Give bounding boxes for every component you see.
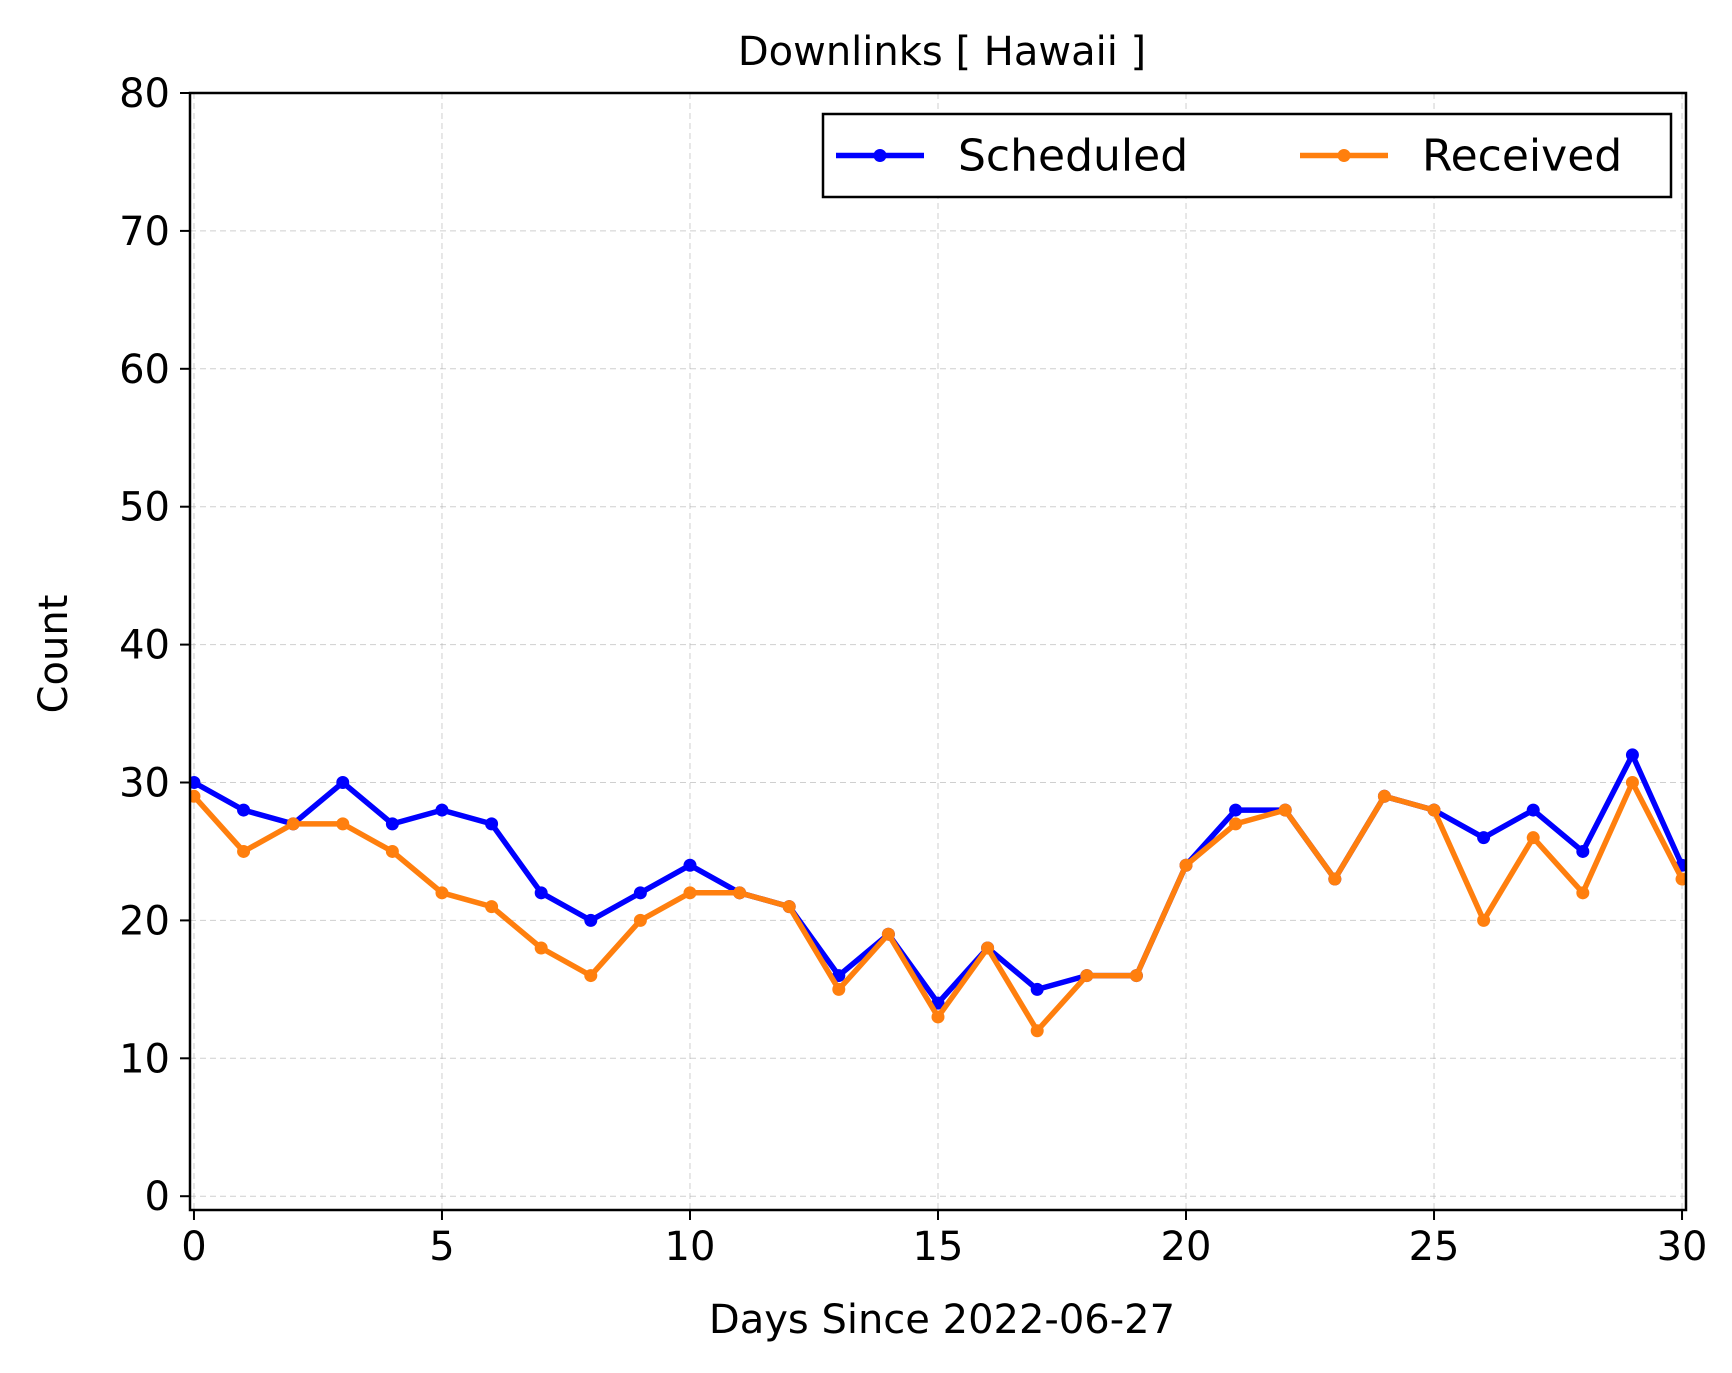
x-tick-label: 5 xyxy=(429,1224,454,1270)
received-point xyxy=(1278,803,1292,817)
grid xyxy=(190,92,1686,1210)
legend-scheduled-marker xyxy=(873,149,887,162)
received-point xyxy=(1080,969,1094,983)
received-point xyxy=(190,789,201,803)
y-tick-label: 10 xyxy=(119,1036,170,1082)
legend-received-label: Received xyxy=(1422,131,1622,182)
axis-ticks: 0 5 10 15 20 25 30 0 10 20 30 40 50 60 70 80 xyxy=(119,71,1707,1270)
received-point xyxy=(534,941,548,955)
series-clip-group xyxy=(190,748,1686,1038)
y-tick-label: 30 xyxy=(119,761,170,807)
scheduled-point xyxy=(633,886,647,900)
y-tick-label: 60 xyxy=(119,347,170,393)
received-point xyxy=(1179,858,1193,872)
received-point xyxy=(237,844,251,858)
received-point xyxy=(1030,1024,1044,1038)
x-tick-label: 15 xyxy=(913,1224,964,1270)
scheduled-point xyxy=(237,803,251,817)
received-point xyxy=(1477,913,1491,927)
y-tick-label: 80 xyxy=(119,71,170,117)
received-point xyxy=(782,900,796,914)
legend-scheduled-label: Scheduled xyxy=(958,131,1188,182)
x-tick-label: 0 xyxy=(181,1224,206,1270)
scheduled-point xyxy=(683,858,697,872)
received-point xyxy=(931,1010,945,1024)
received-point xyxy=(683,886,697,900)
y-axis-label: Count xyxy=(31,595,77,714)
received-point xyxy=(1328,872,1342,886)
y-tick-label: 50 xyxy=(119,485,170,531)
y-tick-label: 70 xyxy=(119,209,170,255)
received-point xyxy=(435,886,449,900)
received-point xyxy=(981,941,995,955)
received-point xyxy=(336,817,350,831)
scheduled-point xyxy=(1477,831,1491,845)
scheduled-point xyxy=(385,817,399,831)
legend-received-marker xyxy=(1337,149,1351,162)
x-tick-label: 20 xyxy=(1161,1224,1212,1270)
scheduled-point xyxy=(534,886,548,900)
y-tick-label: 20 xyxy=(119,898,170,944)
scheduled-point xyxy=(435,803,449,817)
scheduled-point xyxy=(336,776,350,790)
scheduled-point xyxy=(1030,982,1044,996)
received-point xyxy=(485,900,499,914)
scheduled-point xyxy=(1576,844,1590,858)
received-point xyxy=(1625,776,1639,790)
scheduled-point xyxy=(1229,803,1243,817)
received-point xyxy=(633,913,647,927)
received-point xyxy=(286,817,300,831)
scheduled-point xyxy=(485,817,499,831)
received-point xyxy=(385,844,399,858)
received-point xyxy=(1427,803,1441,817)
received-point xyxy=(1229,817,1243,831)
x-tick-label: 10 xyxy=(665,1224,716,1270)
x-tick-label: 30 xyxy=(1657,1224,1708,1270)
received-point xyxy=(1675,872,1686,886)
received-point xyxy=(1129,969,1143,983)
scheduled-point xyxy=(1625,748,1639,762)
x-axis-label: Days Since 2022-06-27 xyxy=(709,1297,1175,1343)
received-point xyxy=(733,886,747,900)
y-tick-label: 0 xyxy=(145,1174,170,1220)
scheduled-point xyxy=(190,776,201,790)
received-point xyxy=(832,982,846,996)
received-point xyxy=(1576,886,1590,900)
received-point xyxy=(1526,831,1540,845)
x-tick-label: 25 xyxy=(1409,1224,1460,1270)
scheduled-point xyxy=(1526,803,1540,817)
legend-box xyxy=(821,112,1673,199)
legend: Scheduled Received xyxy=(821,112,1673,199)
chart-title: Downlinks [ Hawaii ] xyxy=(738,29,1146,75)
received-point xyxy=(1377,789,1391,803)
received-point xyxy=(881,927,895,941)
y-tick-label: 40 xyxy=(119,623,170,669)
series-area xyxy=(190,748,1686,1038)
scheduled-point xyxy=(584,913,598,927)
received-point xyxy=(584,969,598,983)
